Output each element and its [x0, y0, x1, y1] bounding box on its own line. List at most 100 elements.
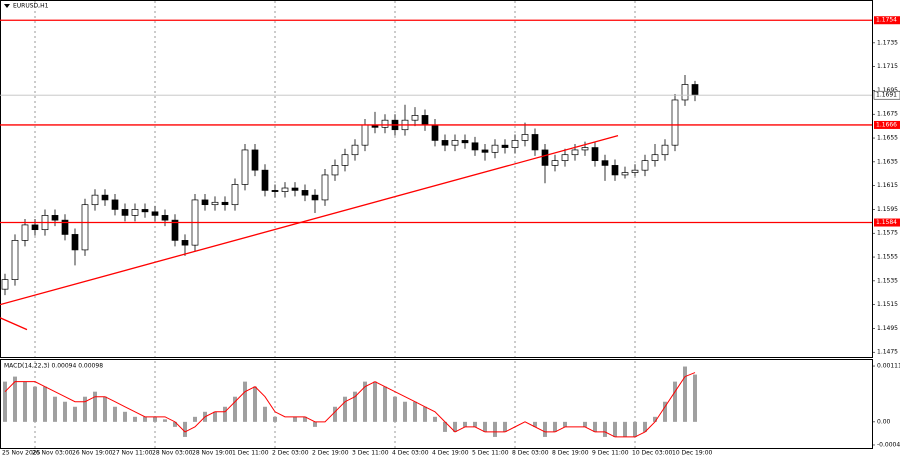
- macd-bar: [383, 386, 387, 422]
- candle-body: [131, 209, 139, 216]
- candle-body: [241, 149, 249, 185]
- macd-bar: [503, 421, 507, 432]
- macd-bar: [693, 374, 697, 422]
- y-tick-label: 1.1675: [877, 111, 898, 118]
- candle-body: [281, 187, 289, 192]
- candle-body: [141, 209, 149, 213]
- macd-bar: [123, 411, 127, 422]
- x-tick-label: 8 Dec 03:00: [512, 450, 549, 457]
- level-label-box: [874, 218, 900, 227]
- current-price-box: [873, 90, 900, 100]
- candle-body: [351, 144, 359, 156]
- macd-bar: [593, 421, 597, 432]
- candle-body: [631, 169, 639, 173]
- macd-bar: [113, 406, 117, 422]
- candle-body: [161, 215, 169, 221]
- candle-body: [171, 219, 179, 241]
- candle-body: [81, 204, 89, 251]
- x-tick-label: 4 Dec 19:00: [432, 450, 469, 457]
- macd-bar: [603, 421, 607, 437]
- y-tick-label: 1.1515: [877, 301, 898, 308]
- macd-bar: [583, 421, 587, 427]
- macd-bar: [13, 376, 17, 422]
- candle-body: [421, 115, 429, 126]
- macd-bar: [213, 411, 217, 422]
- current-price-label: 1.1691: [876, 92, 897, 99]
- x-tick-label: 8 Dec 19:00: [552, 450, 589, 457]
- macd-bar: [613, 421, 617, 437]
- y-tick-label: 1.1535: [877, 277, 898, 284]
- macd-bar: [183, 421, 187, 437]
- candle-body: [451, 140, 459, 146]
- candle-body: [511, 140, 519, 148]
- x-tick-label: 28 Nov 03:00: [152, 450, 193, 457]
- y-tick-label: 1.1595: [877, 206, 898, 213]
- macd-signal-line: [4, 372, 696, 438]
- macd-bar: [443, 421, 447, 432]
- macd-bar: [223, 406, 227, 422]
- x-tick-label: 9 Dec 11:00: [592, 450, 629, 457]
- candle-body: [181, 240, 189, 246]
- macd-bar: [293, 416, 297, 422]
- level-label: 1.1584: [876, 219, 897, 226]
- candle-body: [501, 144, 509, 148]
- candle-body: [251, 149, 259, 171]
- candle-body: [521, 134, 529, 141]
- macd-bar: [673, 381, 677, 422]
- price-panel-frame: [0, 0, 873, 358]
- candle-body: [661, 144, 669, 156]
- candle-body: [581, 147, 589, 151]
- candle-body: [151, 211, 159, 216]
- macd-bar: [333, 406, 337, 422]
- x-tick-label: 2 Dec 19:00: [312, 450, 349, 457]
- macd-bar: [363, 381, 367, 422]
- macd-bar: [3, 381, 7, 422]
- macd-bar: [193, 416, 197, 422]
- candle-body: [491, 144, 499, 153]
- candle-body: [561, 154, 569, 161]
- candle-body: [541, 149, 549, 166]
- y-tick-label: 1.1615: [877, 182, 898, 189]
- macd-bar: [473, 421, 477, 427]
- macd-bar: [453, 421, 457, 432]
- macd-bar: [563, 421, 567, 427]
- y-tick-label: 1.1575: [877, 230, 898, 237]
- candle-body: [671, 99, 679, 146]
- macd-bar: [253, 386, 257, 422]
- candle-body: [341, 154, 349, 166]
- candle-body: [621, 172, 629, 176]
- macd-tick-label: 0.00111: [877, 363, 900, 370]
- trendline: [0, 317, 28, 331]
- macd-bar: [623, 421, 627, 437]
- candle-body: [331, 165, 339, 176]
- macd-bar: [43, 386, 47, 422]
- x-tick-label: 5 Dec 11:00: [472, 450, 509, 457]
- macd-bar: [273, 416, 277, 422]
- candle-body: [121, 209, 129, 216]
- macd-bar: [543, 421, 547, 437]
- macd-bar: [243, 381, 247, 422]
- candle-body: [91, 194, 99, 206]
- candle-body: [311, 194, 319, 201]
- candle-body: [361, 124, 369, 146]
- macd-bar: [263, 406, 267, 422]
- macd-tick-label: -0.00046: [877, 441, 900, 448]
- candle-body: [551, 160, 559, 166]
- macd-bar: [353, 391, 357, 422]
- candle-body: [431, 124, 439, 141]
- y-tick-label: 1.1695: [877, 87, 898, 94]
- candle-body: [31, 224, 39, 231]
- macd-bar: [33, 386, 37, 422]
- candle-body: [231, 184, 239, 206]
- level-label: 1.1666: [876, 121, 897, 128]
- macd-bar: [663, 401, 667, 422]
- macd-bar: [83, 396, 87, 422]
- candle-body: [11, 240, 19, 281]
- candle-body: [271, 190, 279, 192]
- macd-bar: [643, 421, 647, 432]
- macd-bar: [373, 381, 377, 422]
- macd-bar: [153, 416, 157, 422]
- candle-body: [481, 149, 489, 153]
- x-tick-label: 25 Nov 2025: [2, 450, 41, 457]
- y-tick-label: 1.1635: [877, 158, 898, 165]
